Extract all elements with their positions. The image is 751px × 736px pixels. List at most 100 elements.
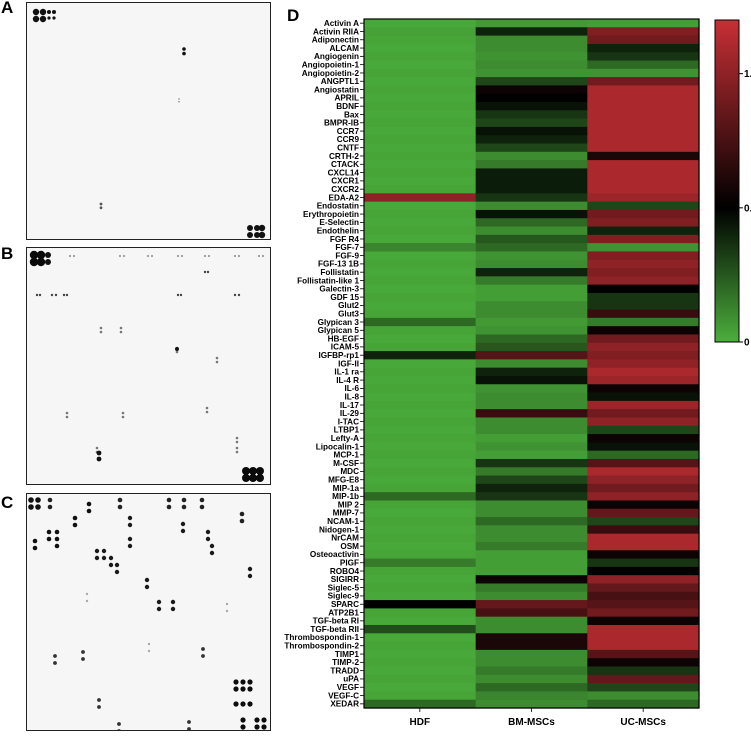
heatmap-cell (587, 68, 700, 78)
heatmap-cell (364, 691, 477, 701)
blot-b-dot (235, 450, 239, 454)
blot-c-dot (205, 529, 211, 535)
heatmap-cell (587, 85, 700, 95)
blot-a-dot (178, 100, 180, 103)
heatmap-cell (475, 458, 588, 468)
heatmap-cell (364, 243, 477, 253)
blot-c-dot (86, 508, 92, 514)
heatmap-cell (364, 624, 477, 634)
heatmap-cell (587, 666, 700, 676)
blot-b-dot (235, 436, 239, 440)
panel-label-a: A (1, 0, 14, 17)
blot-b-dot (95, 446, 99, 450)
blot-c-dot (209, 550, 215, 556)
blot-c-dot (72, 522, 78, 528)
heatmap-cell (364, 309, 477, 319)
heatmap-cell (364, 110, 477, 120)
row-label: VEGF (337, 683, 359, 692)
blot-c-dot (247, 566, 253, 572)
blot-c-dot (261, 717, 267, 723)
row-label: I-TAC (338, 417, 359, 426)
heatmap-cell (364, 185, 477, 194)
heatmap-cell (475, 442, 588, 452)
heatmap-cell (475, 276, 588, 286)
blot-c-dot (247, 679, 253, 685)
row-label: Glut2 (338, 301, 359, 310)
heatmap-cell (587, 550, 700, 560)
heatmap-cell (364, 450, 477, 460)
heatmap-cell (587, 492, 700, 502)
heatmap-cell (475, 209, 588, 219)
heatmap-cell (364, 575, 477, 585)
row-label: TGF-beta RI (313, 617, 359, 626)
blot-c-dot (108, 562, 114, 568)
blot-image-b (26, 247, 271, 485)
heatmap-cell (364, 60, 477, 70)
row-label: Lipocalin-1 (316, 442, 360, 451)
row-label: Endothelin (317, 226, 359, 235)
blot-c-dot (117, 729, 121, 730)
blot-c-dot (127, 522, 133, 528)
blot-b-dot (235, 446, 239, 450)
blot-b-dot (146, 254, 150, 258)
heatmap-cell (475, 243, 588, 253)
heatmap-cell (475, 334, 588, 344)
blot-c-dot (247, 686, 253, 692)
heatmap-cell (364, 201, 477, 211)
blot-b-dot (96, 456, 102, 462)
row-label: CXCR2 (331, 185, 359, 194)
blot-c-dot (114, 562, 120, 568)
heatmap-cell (364, 317, 477, 327)
column-label: UC-MSCs (620, 717, 666, 728)
heatmap-cell (587, 525, 700, 535)
blot-b-dot (179, 293, 183, 297)
heatmap-cell (475, 450, 588, 460)
heatmap-cell (364, 483, 477, 493)
heatmap-cell (475, 326, 588, 336)
blot-b-dot (62, 293, 66, 297)
blot-c-dot (32, 538, 38, 544)
row-label: Endostatin (317, 202, 359, 211)
heatmap-cell (364, 276, 477, 286)
heatmap-cell (475, 558, 588, 568)
blot-b-dot (119, 326, 123, 330)
heatmap-cell (475, 102, 588, 111)
blot-c-dot (254, 724, 260, 730)
blot-b-dot (207, 254, 211, 258)
heatmap-cell (587, 591, 700, 601)
blot-c-dot (147, 642, 151, 646)
row-label: Osteoactivin (310, 550, 359, 559)
blot-c-dot (233, 701, 239, 707)
blot-b-dot (68, 254, 72, 258)
blot-c-dot (187, 727, 191, 730)
heatmap-cell (587, 151, 700, 161)
row-label: IGF-II (338, 359, 359, 368)
row-label: CXCL14 (328, 168, 360, 177)
blot-c-dot (144, 584, 150, 590)
heatmap-cell (364, 52, 477, 62)
blot-c-dot (156, 599, 162, 605)
blot-c-dot (46, 536, 52, 542)
heatmap-cell (364, 458, 477, 468)
blot-b-dot (175, 347, 179, 351)
row-label: IL-8 (344, 393, 359, 402)
blot-a-dot (247, 232, 253, 238)
row-label: Siglec-9 (328, 592, 360, 601)
heatmap-cell (364, 699, 477, 709)
blot-b-dot (256, 474, 264, 482)
heatmap-cell (364, 558, 477, 568)
blot-c-dot (94, 548, 100, 554)
blot-c-dot (170, 606, 176, 612)
row-label: Thrombospondin-1 (284, 633, 359, 642)
heatmap-cell (364, 193, 477, 203)
heatmap-cell (475, 608, 588, 618)
blot-b-dot (72, 254, 76, 258)
row-label: Galectin-3 (319, 285, 359, 294)
heatmap-cell (475, 508, 588, 518)
blot-c-dot (199, 504, 205, 510)
blot-a-dot (254, 232, 260, 238)
heatmap-cell (364, 118, 477, 128)
heatmap-cell (587, 176, 700, 186)
heatmap-cell (364, 43, 477, 53)
heatmap-cell (475, 201, 588, 211)
